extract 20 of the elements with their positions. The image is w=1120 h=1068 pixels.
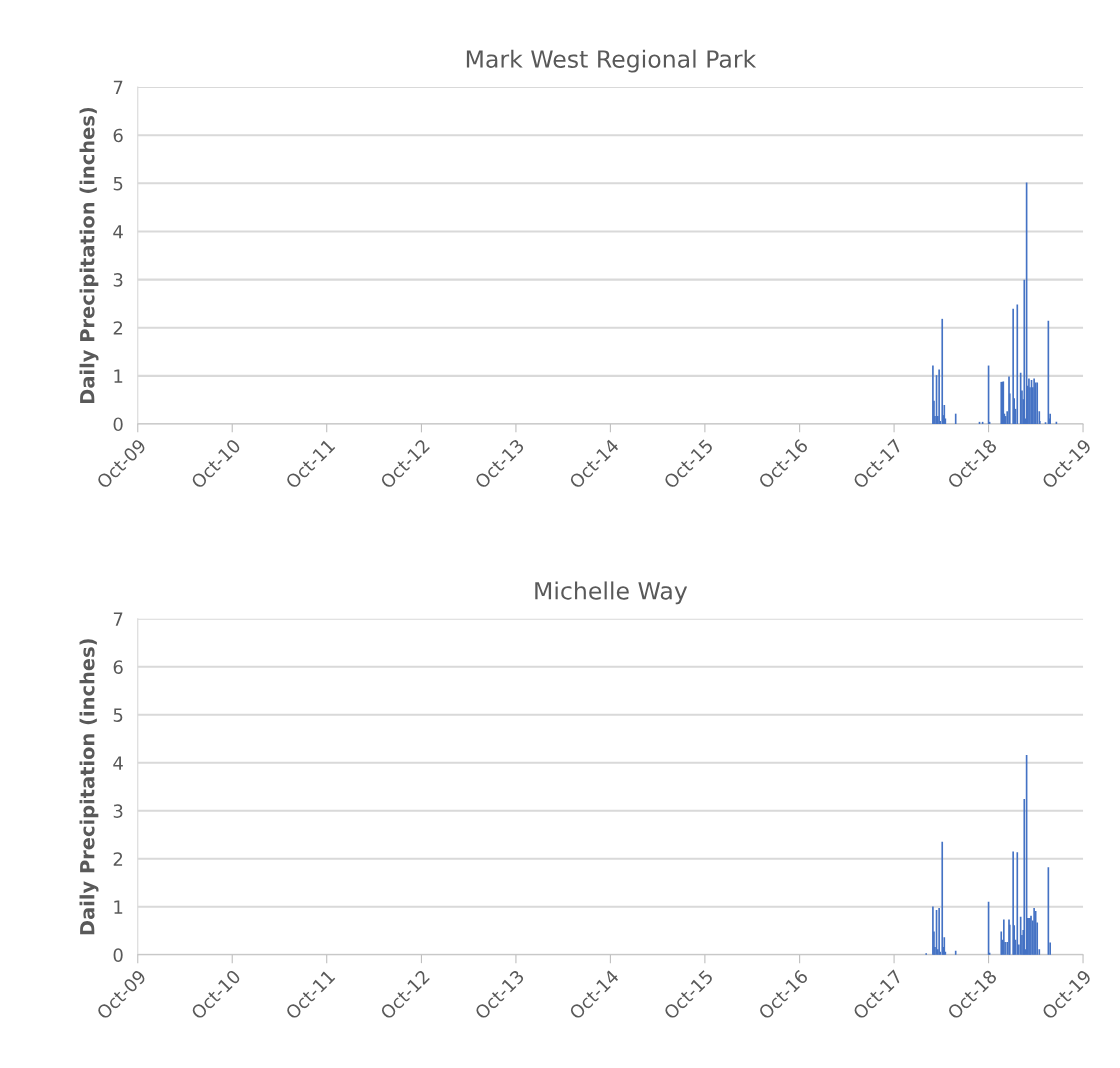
y-tick-label: 1 — [114, 900, 123, 914]
y-tick-label: 5 — [113, 177, 123, 191]
y-tick-label: 2 — [113, 321, 123, 335]
y-tick-label: 6 — [113, 128, 123, 143]
chart-title: Michelle Way — [535, 581, 688, 605]
y-tick-label: 5 — [113, 708, 123, 722]
y-tick-label: 3 — [113, 804, 123, 818]
y-axis-title: Daily Precipitation (inches) — [79, 639, 99, 935]
y-tick-label: 4 — [113, 756, 123, 770]
y-tick-label: 6 — [113, 660, 123, 674]
y-tick-label: 7 — [113, 612, 123, 626]
chart-title: Mark West Regional Park — [466, 49, 757, 73]
y-tick-label: 0 — [113, 417, 123, 432]
y-tick-label: 0 — [113, 948, 123, 962]
y-tick-label: 2 — [113, 852, 123, 866]
y-tick-label: 4 — [113, 225, 123, 239]
y-tick-label: 1 — [114, 369, 123, 383]
y-axis-title: Daily Precipitation (inches) — [79, 107, 99, 404]
y-tick-label: 7 — [113, 80, 123, 94]
y-tick-label: 3 — [113, 273, 123, 287]
